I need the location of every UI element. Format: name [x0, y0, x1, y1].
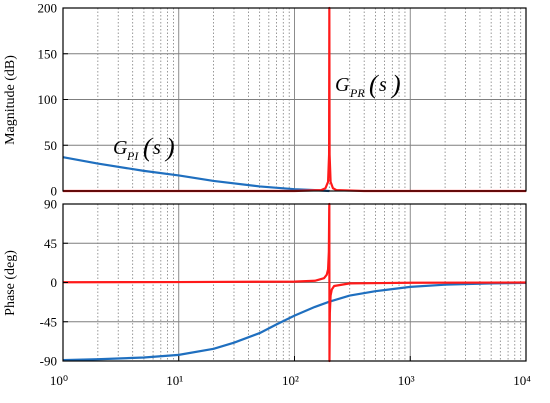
- phase-x-tick-label: 10³: [398, 373, 415, 388]
- magnitude-y-tick-label: 150: [38, 46, 58, 61]
- magnitude-panel: 0 50 100 150 200 Magnitude (dB): [3, 1, 527, 199]
- magnitude-grid: [63, 8, 526, 191]
- g-pi-close-paren: ): [164, 133, 175, 162]
- phase-y-tick-label: -45: [40, 314, 57, 329]
- phase-series: [62, 202, 527, 363]
- phase-x-tick-label: 10¹: [166, 373, 183, 388]
- phase-x-ticks: 10⁰ 10¹ 10² 10³ 10⁴: [50, 356, 531, 388]
- magnitude-y-tick-label: 100: [38, 92, 58, 107]
- label-g-pi: G PI ( s ): [113, 133, 175, 163]
- g-pi-open-paren: (: [143, 133, 153, 162]
- phase-x-tick-label: 10⁴: [513, 373, 531, 388]
- phase-y-tick-label: 45: [44, 236, 57, 251]
- phase-y-tick-label: 0: [51, 275, 58, 290]
- phase-y-axis-label: Phase (deg): [3, 250, 18, 316]
- g-pr-subscript: PR: [349, 86, 365, 100]
- g-pr-base: G: [335, 74, 350, 96]
- label-g-pr: G PR ( s ): [335, 70, 401, 100]
- phase-x-tick-label: 10²: [282, 373, 299, 388]
- magnitude-y-ticks: 0 50 100 150 200: [38, 1, 68, 199]
- magnitude-y-tick-label: 0: [51, 184, 58, 199]
- magnitude-y-axis-label: Magnitude (dB): [3, 55, 18, 145]
- g-pr-close-paren: ): [390, 70, 401, 99]
- g-pi-argument: s: [153, 137, 161, 159]
- magnitude-y-tick-label: 200: [38, 1, 58, 16]
- g-pi-subscript: PI: [126, 149, 139, 163]
- g-pi-base: G: [113, 137, 128, 159]
- magnitude-y-tick-label: 50: [44, 138, 57, 153]
- phase-g-pi-line: [62, 281, 527, 362]
- phase-panel: -90 -45 0 45 90 10⁰ 10¹ 10² 10³ 10⁴ Phase (deg): [3, 197, 531, 389]
- g-pr-argument: s: [379, 74, 387, 96]
- g-pr-open-paren: (: [369, 70, 379, 99]
- phase-y-ticks: -90 -45 0 45 90: [40, 197, 68, 369]
- phase-x-tick-label: 10⁰: [50, 373, 68, 388]
- phase-y-tick-label: 90: [44, 197, 57, 212]
- phase-g-pr-line: [62, 202, 527, 363]
- phase-y-tick-label: -90: [40, 354, 57, 369]
